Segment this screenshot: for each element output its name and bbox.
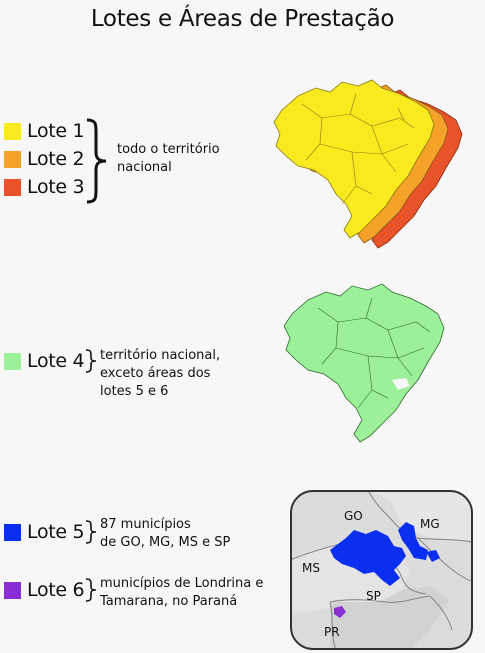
brazil-map-lote-4 (283, 283, 445, 443)
lote-5-label: Lote 5 (27, 521, 85, 543)
label-go: GO (344, 509, 363, 523)
excluded-area-lotes-5-6 (392, 378, 410, 390)
label-mg: MG (420, 517, 440, 531)
label-sp: SP (366, 589, 381, 603)
lote-5-region-small (426, 550, 440, 562)
brazil-map-lotes-1-3 (273, 79, 463, 249)
region-mg-fill (368, 491, 472, 542)
lote-6-swatch (4, 581, 21, 599)
brace-lote-4 (85, 349, 97, 373)
description-lote-6: municípios de Londrina e Tamarana, no Pa… (100, 576, 264, 609)
lote-1-label: Lote 1 (27, 120, 85, 142)
lote-4-legend: Lote 4 (4, 350, 85, 372)
lote-5-swatch (4, 523, 21, 541)
lote-2-legend: Lote 2 (4, 148, 85, 170)
description-lote-5: 87 municípios de GO, MG, MS e SP (100, 517, 231, 550)
label-ms: MS (302, 561, 320, 575)
description-lote-4: território nacional, exceto áreas dos lo… (100, 348, 221, 399)
brazil-map-lote-4-shape (283, 283, 445, 443)
label-pr: PR (324, 625, 340, 639)
lote-5-legend: Lote 5 (4, 521, 85, 543)
border-ms-pr (329, 595, 431, 603)
lote-2-swatch (4, 150, 21, 168)
lote-3-swatch (4, 178, 21, 196)
lote-6-label: Lote 6 (27, 579, 85, 601)
lote-3-legend: Lote 3 (4, 176, 85, 198)
brace-lotes-1-3 (86, 118, 107, 204)
border-mg-sp (417, 537, 472, 583)
lote-2-label: Lote 2 (27, 148, 85, 170)
lote-5-region-east (398, 522, 428, 560)
lote-5-region-main (330, 530, 406, 586)
lote-4-label: Lote 4 (27, 350, 85, 372)
page-title: Lotes e Áreas de Prestação (90, 6, 395, 32)
lote-1-swatch (4, 122, 21, 140)
lote-6-legend: Lote 6 (4, 579, 85, 601)
lote-3-label: Lote 3 (27, 176, 85, 198)
description-lotes-1-3: todo o território nacional (117, 142, 220, 175)
detail-map-lotes-5-6: GO MG MS SP PR (290, 490, 473, 650)
lote-4-swatch (4, 352, 21, 370)
brace-lote-5 (85, 520, 97, 544)
detail-map-frame (290, 490, 473, 650)
lote-6-region (334, 606, 346, 618)
region-pr-fill (330, 586, 450, 649)
border-pr-west (329, 601, 337, 649)
brace-lote-6 (85, 578, 97, 602)
border-sp-south (429, 595, 453, 631)
lote-1-legend: Lote 1 (4, 120, 85, 142)
